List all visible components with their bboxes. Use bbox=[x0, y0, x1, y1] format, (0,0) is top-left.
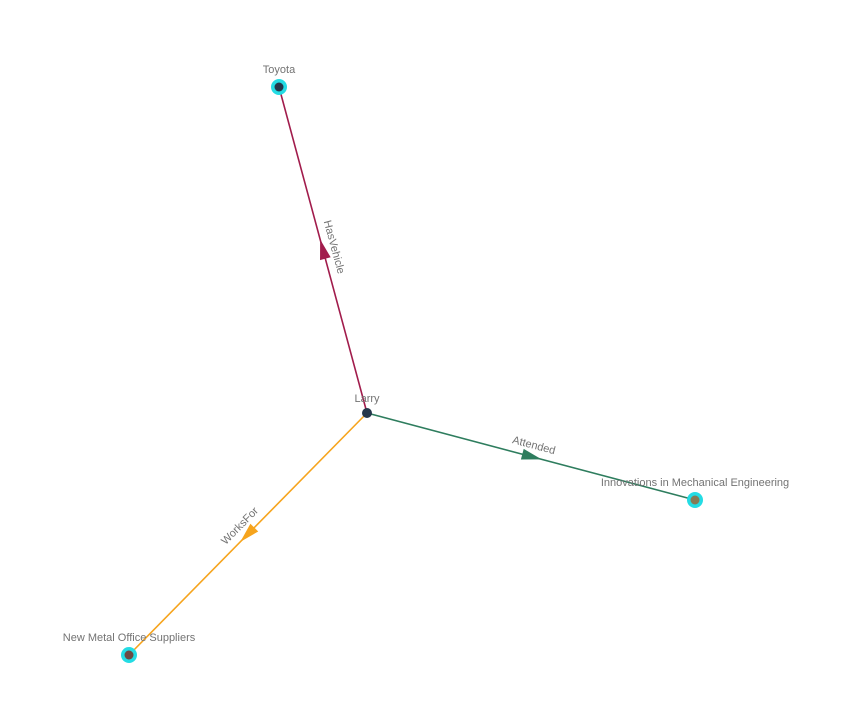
graph-edge-worksfor[interactable]: WorksFor bbox=[128, 412, 368, 656]
node-dot bbox=[124, 650, 134, 660]
graph-node-innovations[interactable]: Innovations in Mechanical Engineering bbox=[601, 477, 789, 508]
graph-edge-hasvehicle[interactable]: HasVehicle bbox=[278, 86, 368, 414]
edge-arrowhead bbox=[520, 448, 542, 460]
node-label: Toyota bbox=[263, 64, 296, 76]
node-dot bbox=[690, 495, 700, 505]
nodes-layer: Toyota Larry Innovations in Mechanical Eng… bbox=[63, 64, 789, 663]
node-dot bbox=[362, 408, 372, 418]
node-label: Innovations in Mechanical Engineering bbox=[601, 477, 789, 489]
graph-node-toyota[interactable]: Toyota bbox=[263, 64, 296, 95]
node-label: New Metal Office Suppliers bbox=[63, 632, 196, 644]
node-dot bbox=[274, 82, 284, 92]
edge-arrowhead bbox=[240, 523, 259, 542]
node-label: Larry bbox=[354, 393, 380, 405]
graph-node-larry[interactable]: Larry bbox=[354, 393, 380, 418]
graph-node-newmetal[interactable]: New Metal Office Suppliers bbox=[63, 632, 196, 663]
edge-arrowhead bbox=[320, 239, 331, 261]
